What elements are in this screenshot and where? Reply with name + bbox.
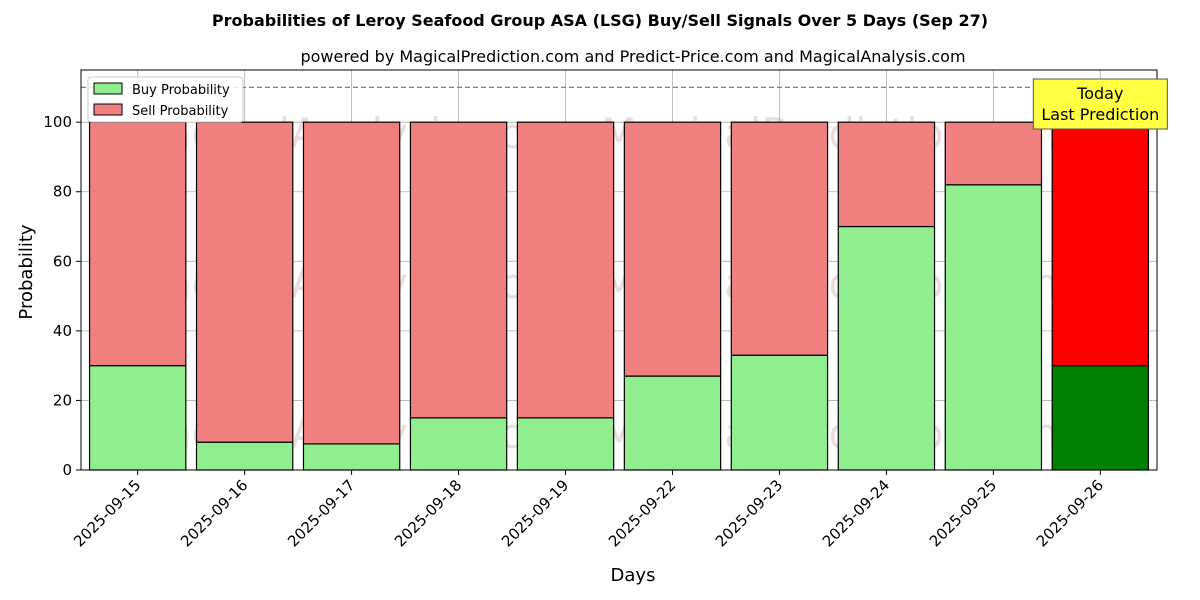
annotation-box — [1032, 78, 1168, 130]
x-tick-label: 2025-09-23 — [712, 476, 786, 550]
buy-bar — [302, 443, 401, 471]
legend-label-sell: Sell Probability — [132, 104, 229, 119]
buy-bar — [837, 225, 936, 471]
y-tick-label: 100 — [43, 113, 72, 131]
today-annotation: Today Last Prediction — [1032, 78, 1168, 130]
chart-subtitle: powered by MagicalPrediction.com and Pre… — [300, 47, 965, 66]
sell-bar — [195, 121, 294, 443]
x-axis-label: Days — [611, 565, 656, 586]
bars — [88, 121, 1150, 471]
x-tick-label: 2025-09-18 — [391, 476, 465, 550]
y-tick-label: 60 — [53, 252, 72, 270]
plot-frame — [80, 69, 1158, 471]
buy-bar — [1051, 365, 1150, 471]
y-tick-label: 0 — [62, 461, 72, 479]
buy-bar — [730, 354, 829, 471]
sell-bar — [623, 121, 722, 377]
legend-box — [87, 76, 244, 123]
sell-bar — [516, 121, 615, 419]
sell-bar — [302, 121, 401, 445]
x-tick-label: 2025-09-25 — [926, 476, 1000, 550]
buy-bar — [88, 365, 187, 471]
sell-bar — [837, 121, 936, 228]
buy-bar — [409, 417, 508, 471]
buy-bar — [195, 441, 294, 471]
legend-label-buy: Buy Probability — [132, 83, 230, 98]
legend: Buy Probability Sell Probability — [87, 76, 244, 123]
y-tick-label: 40 — [53, 322, 72, 340]
x-tick-label: 2025-09-15 — [70, 476, 144, 550]
x-tick-label: 2025-09-19 — [498, 476, 572, 550]
buy-bar — [623, 375, 722, 471]
buy-bar — [944, 184, 1043, 471]
annotation-line-2: Last Prediction — [1041, 105, 1159, 124]
chart-title: Probabilities of Leroy Seafood Group ASA… — [212, 11, 988, 30]
buy-bar — [516, 417, 615, 471]
sell-bar — [944, 121, 1043, 186]
annotation-line-1: Today — [1076, 84, 1123, 103]
sell-bar — [88, 121, 187, 367]
y-tick-label: 20 — [53, 391, 72, 409]
x-tick-label: 2025-09-24 — [819, 476, 893, 550]
legend-swatch-buy — [93, 82, 123, 95]
x-tick-label: 2025-09-16 — [177, 476, 251, 550]
y-axis-label: Probability — [16, 224, 37, 319]
x-tick-label: 2025-09-17 — [284, 476, 358, 550]
sell-bar — [1051, 121, 1150, 367]
legend-swatch-sell — [93, 103, 123, 116]
y-tick-label: 80 — [53, 183, 72, 201]
sell-bar — [730, 121, 829, 356]
x-tick-label: 2025-09-22 — [605, 476, 679, 550]
sell-bar — [409, 121, 508, 419]
x-tick-label: 2025-09-26 — [1033, 476, 1107, 550]
